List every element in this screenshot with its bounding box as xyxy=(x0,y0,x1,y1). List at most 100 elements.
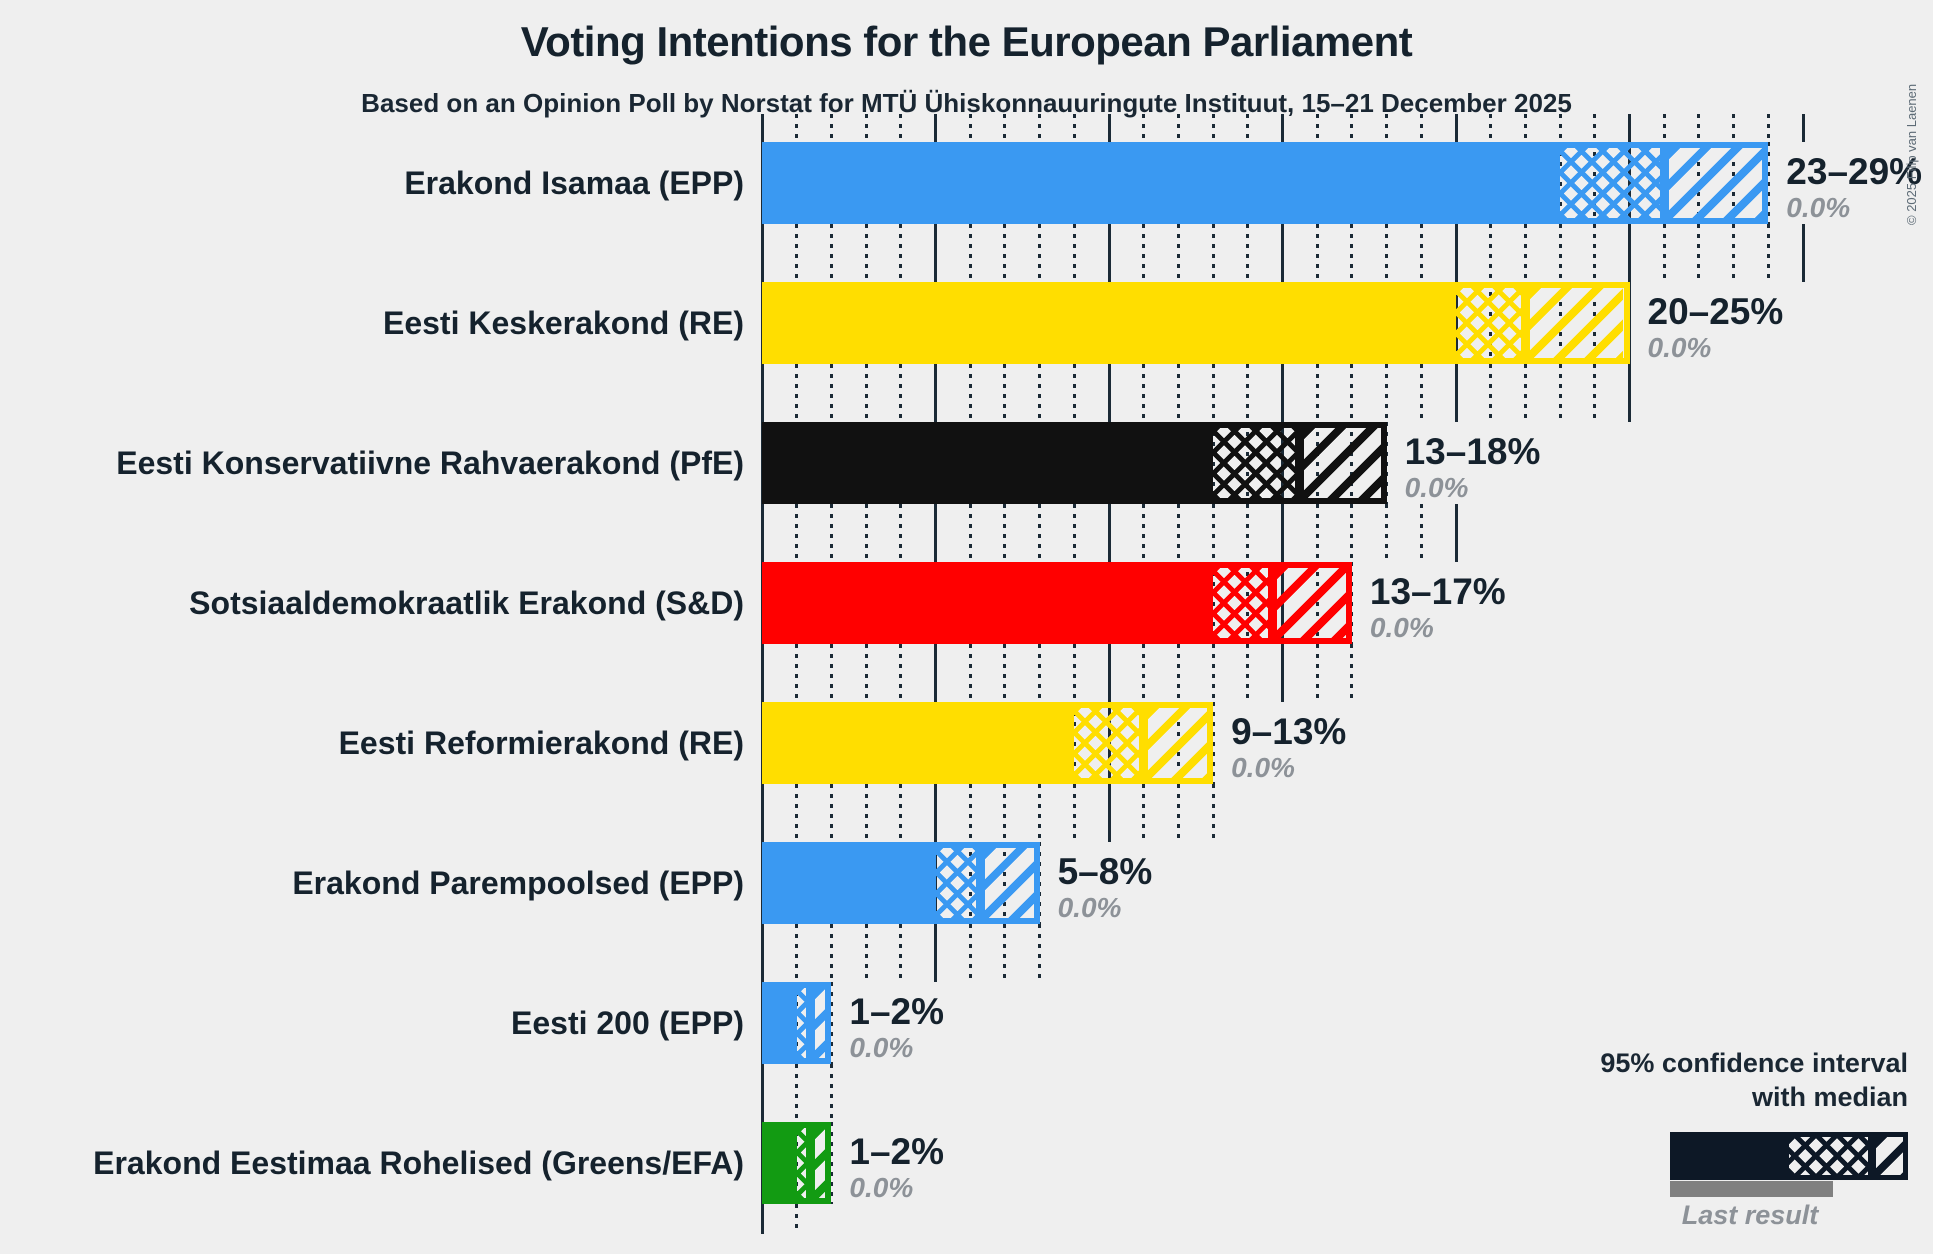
gridline-solid xyxy=(760,1204,764,1234)
gridline-solid xyxy=(934,924,937,982)
bar-solid-segment xyxy=(762,702,1075,784)
bar-value-labels: 1–2% 0.0% xyxy=(849,1132,944,1204)
bar-frame-right xyxy=(825,982,832,1064)
bar-diagonal-segment xyxy=(815,1128,826,1198)
bar-frame-right xyxy=(1623,282,1630,364)
gridline-dotted xyxy=(1142,224,1146,282)
gridline-solid xyxy=(1281,114,1284,142)
gridline-dotted xyxy=(795,224,799,282)
legend-ci-label-line1: 95% confidence interval xyxy=(1600,1048,1908,1078)
gridline-dotted xyxy=(1489,364,1493,422)
gridline-dotted xyxy=(1593,114,1597,142)
gridline-dotted xyxy=(829,784,833,842)
gridline-dotted xyxy=(899,364,903,422)
gridline-solid xyxy=(1801,114,1805,142)
gridline-dotted xyxy=(1385,422,1389,504)
party-label: Eesti 200 (EPP) xyxy=(511,1004,744,1041)
gridline-dotted xyxy=(1246,644,1250,702)
bar-crosshatch-segment xyxy=(1456,288,1521,358)
gridline-solid xyxy=(1281,224,1284,282)
gridline-solid xyxy=(1454,364,1458,422)
gridline-dotted xyxy=(1315,224,1319,282)
gridline-dotted xyxy=(1142,644,1146,702)
gridline-dotted xyxy=(968,784,972,842)
gridline-dotted xyxy=(1003,364,1007,422)
gridline-solid xyxy=(1628,282,1631,364)
bar-frame-right xyxy=(1345,562,1352,644)
gridline-dotted xyxy=(1558,114,1562,142)
gridline-dotted xyxy=(1003,224,1007,282)
gridline-dotted xyxy=(899,784,903,842)
bar-last-result-label: 0.0% xyxy=(849,1172,914,1203)
gridline-dotted xyxy=(829,224,833,282)
gridline-dotted xyxy=(829,982,833,1064)
legend-last-result-bar xyxy=(1670,1181,1833,1197)
party-bar xyxy=(762,142,1769,224)
bar-value-labels: 20–25% 0.0% xyxy=(1648,292,1784,364)
bar-range-label: 5–8% xyxy=(1057,851,1153,892)
bar-value-labels: 9–13% 0.0% xyxy=(1231,712,1346,784)
gridline-dotted xyxy=(1038,504,1042,562)
bar-diagonal-segment xyxy=(985,848,1034,918)
gridline-dotted xyxy=(1315,504,1319,562)
party-label: Sotsiaaldemokraatlik Erakond (S&D) xyxy=(189,584,744,621)
gridline-solid xyxy=(934,364,937,422)
copyright-notice: © 2025 Filip van Laenen xyxy=(1904,83,1919,225)
bar-frame-right xyxy=(1207,702,1214,784)
gridline-dotted xyxy=(1419,114,1423,142)
gridline-dotted xyxy=(1523,224,1527,282)
gridline-dotted xyxy=(864,644,868,702)
legend-frame-right xyxy=(1903,1132,1908,1180)
gridline-dotted xyxy=(829,504,833,562)
gridline-solid xyxy=(934,504,937,562)
gridline-dotted xyxy=(1350,364,1354,422)
bar-value-labels: 1–2% 0.0% xyxy=(849,992,944,1064)
legend-diagonal-segment xyxy=(1876,1137,1903,1175)
party-bar xyxy=(762,1122,832,1204)
bar-median-divider xyxy=(1659,142,1669,224)
party-label: Eesti Keskerakond (RE) xyxy=(382,304,744,341)
gridline-dotted xyxy=(1211,114,1215,142)
bar-frame-bottom xyxy=(1456,358,1630,364)
gridline-dotted xyxy=(1662,224,1666,282)
gridline-dotted xyxy=(1385,504,1389,562)
gridline-dotted xyxy=(1038,842,1042,924)
gridline-solid xyxy=(1454,114,1458,142)
gridline-dotted xyxy=(968,504,972,562)
gridline-dotted xyxy=(1038,114,1042,142)
bar-solid-segment xyxy=(762,842,936,924)
bar-range-label: 13–17% xyxy=(1369,571,1506,612)
gridline-dotted xyxy=(968,224,972,282)
gridline-dotted xyxy=(968,114,972,142)
gridline-dotted xyxy=(1142,784,1146,842)
gridline-dotted xyxy=(1697,224,1701,282)
gridline-solid xyxy=(934,224,937,282)
gridline-dotted xyxy=(829,1122,833,1204)
gridline-solid xyxy=(1107,644,1111,702)
gridline-dotted xyxy=(795,1204,799,1234)
gridline-dotted xyxy=(1211,644,1215,702)
party-bar xyxy=(762,422,1387,504)
bar-diagonal-segment xyxy=(1529,288,1624,358)
gridline-dotted xyxy=(1003,114,1007,142)
bar-last-result-label: 0.0% xyxy=(1404,472,1469,503)
gridline-dotted xyxy=(899,224,903,282)
gridline-dotted xyxy=(1246,114,1250,142)
bar-range-label: 1–2% xyxy=(849,991,945,1032)
bar-crosshatch-segment xyxy=(935,848,977,918)
gridline-solid xyxy=(760,784,764,842)
gridline-solid xyxy=(1628,364,1631,422)
gridline-dotted xyxy=(968,644,972,702)
gridline-dotted xyxy=(1072,114,1076,142)
gridline-solid xyxy=(1107,504,1111,562)
gridline-dotted xyxy=(1523,364,1527,422)
bar-last-result-label: 0.0% xyxy=(1369,612,1434,643)
gridline-dotted xyxy=(1662,114,1666,142)
party-label: Erakond Eestimaa Rohelised (Greens/EFA) xyxy=(93,1144,744,1181)
gridline-dotted xyxy=(864,364,868,422)
gridline-dotted xyxy=(1072,644,1076,702)
gridline-dotted xyxy=(1350,644,1354,702)
bar-median-divider xyxy=(806,982,816,1064)
gridline-dotted xyxy=(1003,504,1007,562)
gridline-solid xyxy=(760,924,764,982)
